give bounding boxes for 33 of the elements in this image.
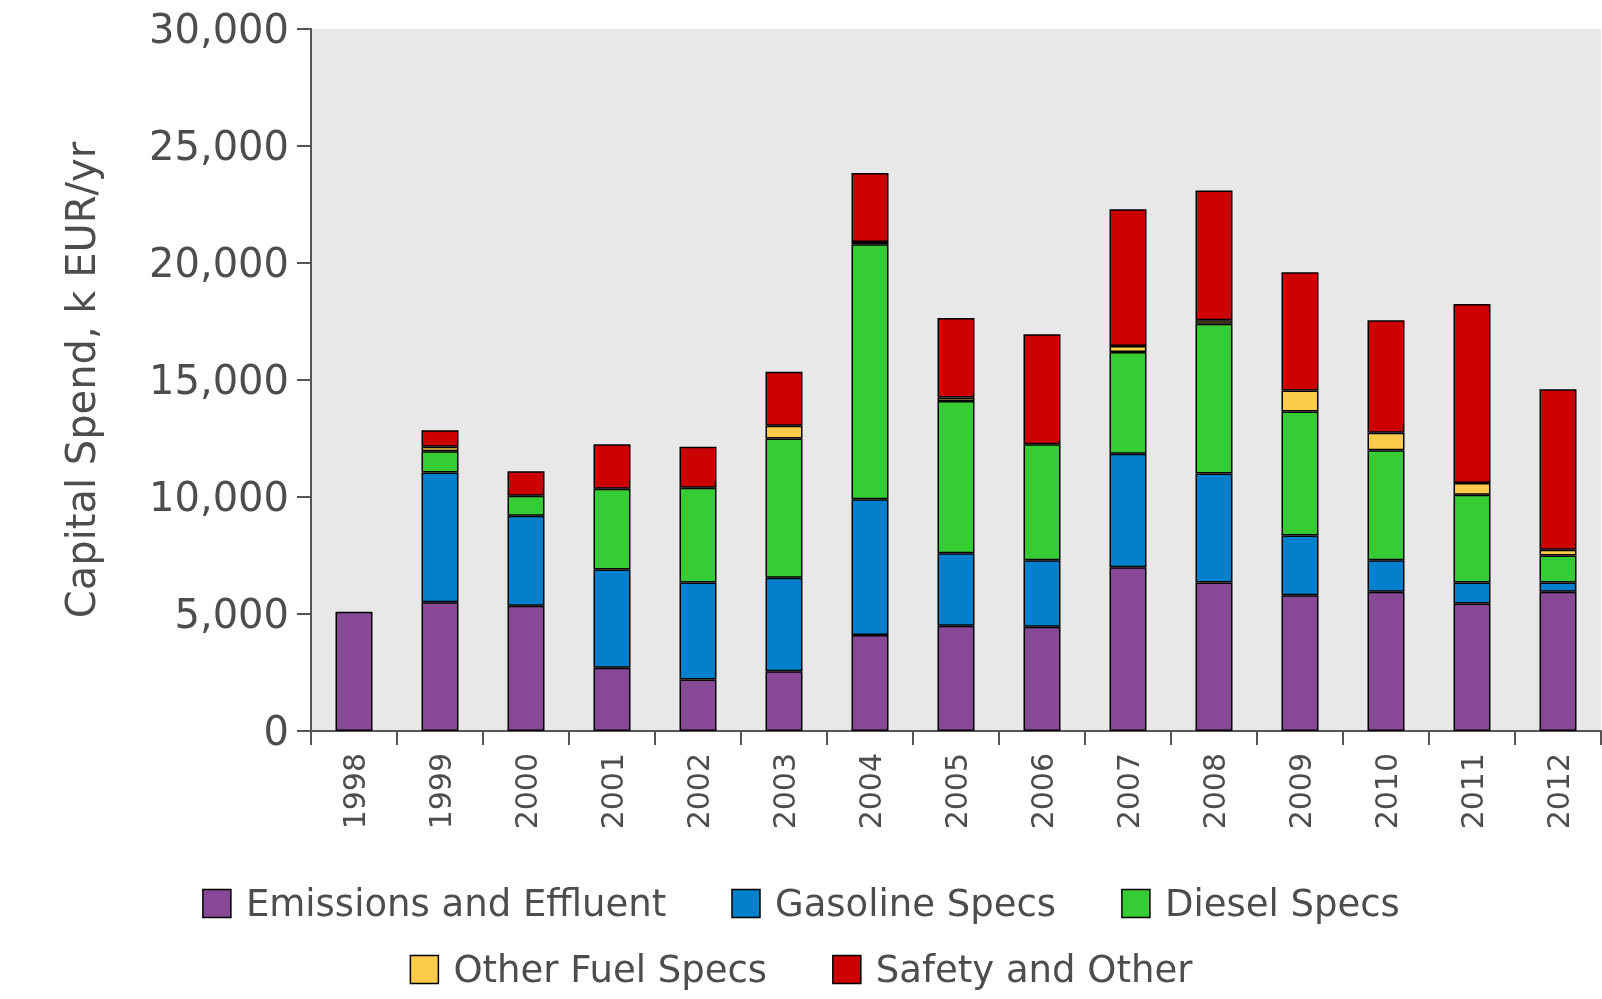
- x-tick-label: 2010: [1368, 753, 1404, 830]
- x-tick-label: 2008: [1196, 753, 1232, 830]
- x-tick-label: 2000: [508, 753, 544, 830]
- y-axis-title: Capital Spend, k EUR/yr: [58, 141, 104, 619]
- x-tick-label: 2002: [680, 753, 716, 830]
- legend-label: Safety and Other: [875, 948, 1194, 991]
- legend-label: Emissions and Effluent: [245, 882, 667, 925]
- x-tick-label: 2001: [594, 753, 630, 830]
- x-tick-label: 2011: [1454, 753, 1490, 830]
- legend-label: Gasoline Specs: [774, 882, 1057, 925]
- bar: [335, 611, 373, 731]
- y-tick-label: 0: [263, 708, 289, 754]
- x-tick-label: 2007: [1110, 753, 1146, 830]
- x-tick-label: 2012: [1540, 753, 1576, 830]
- x-tick-label: 2006: [1024, 753, 1060, 830]
- y-tick-label: 20,000: [149, 240, 289, 286]
- y-tick-label: 15,000: [149, 357, 289, 403]
- y-tick-label: 30,000: [149, 6, 289, 52]
- x-tick-label: 2003: [766, 753, 802, 830]
- legend-label: Other Fuel Specs: [453, 948, 768, 991]
- y-tick-label: 10,000: [149, 474, 289, 520]
- bar: [421, 430, 459, 447]
- bar: [937, 317, 975, 398]
- legend-label: Diesel Specs: [1164, 882, 1400, 925]
- x-tick-label: 2005: [938, 753, 974, 830]
- y-tick-label: 25,000: [149, 123, 289, 169]
- y-tick-label: 5,000: [174, 591, 289, 637]
- x-tick-label: 1999: [422, 753, 458, 830]
- x-tick-label: 1998: [336, 753, 372, 830]
- bar: [851, 172, 889, 242]
- x-tick-label: 2004: [852, 753, 888, 830]
- x-tick-label: 2009: [1282, 753, 1318, 830]
- bar: [1195, 190, 1233, 321]
